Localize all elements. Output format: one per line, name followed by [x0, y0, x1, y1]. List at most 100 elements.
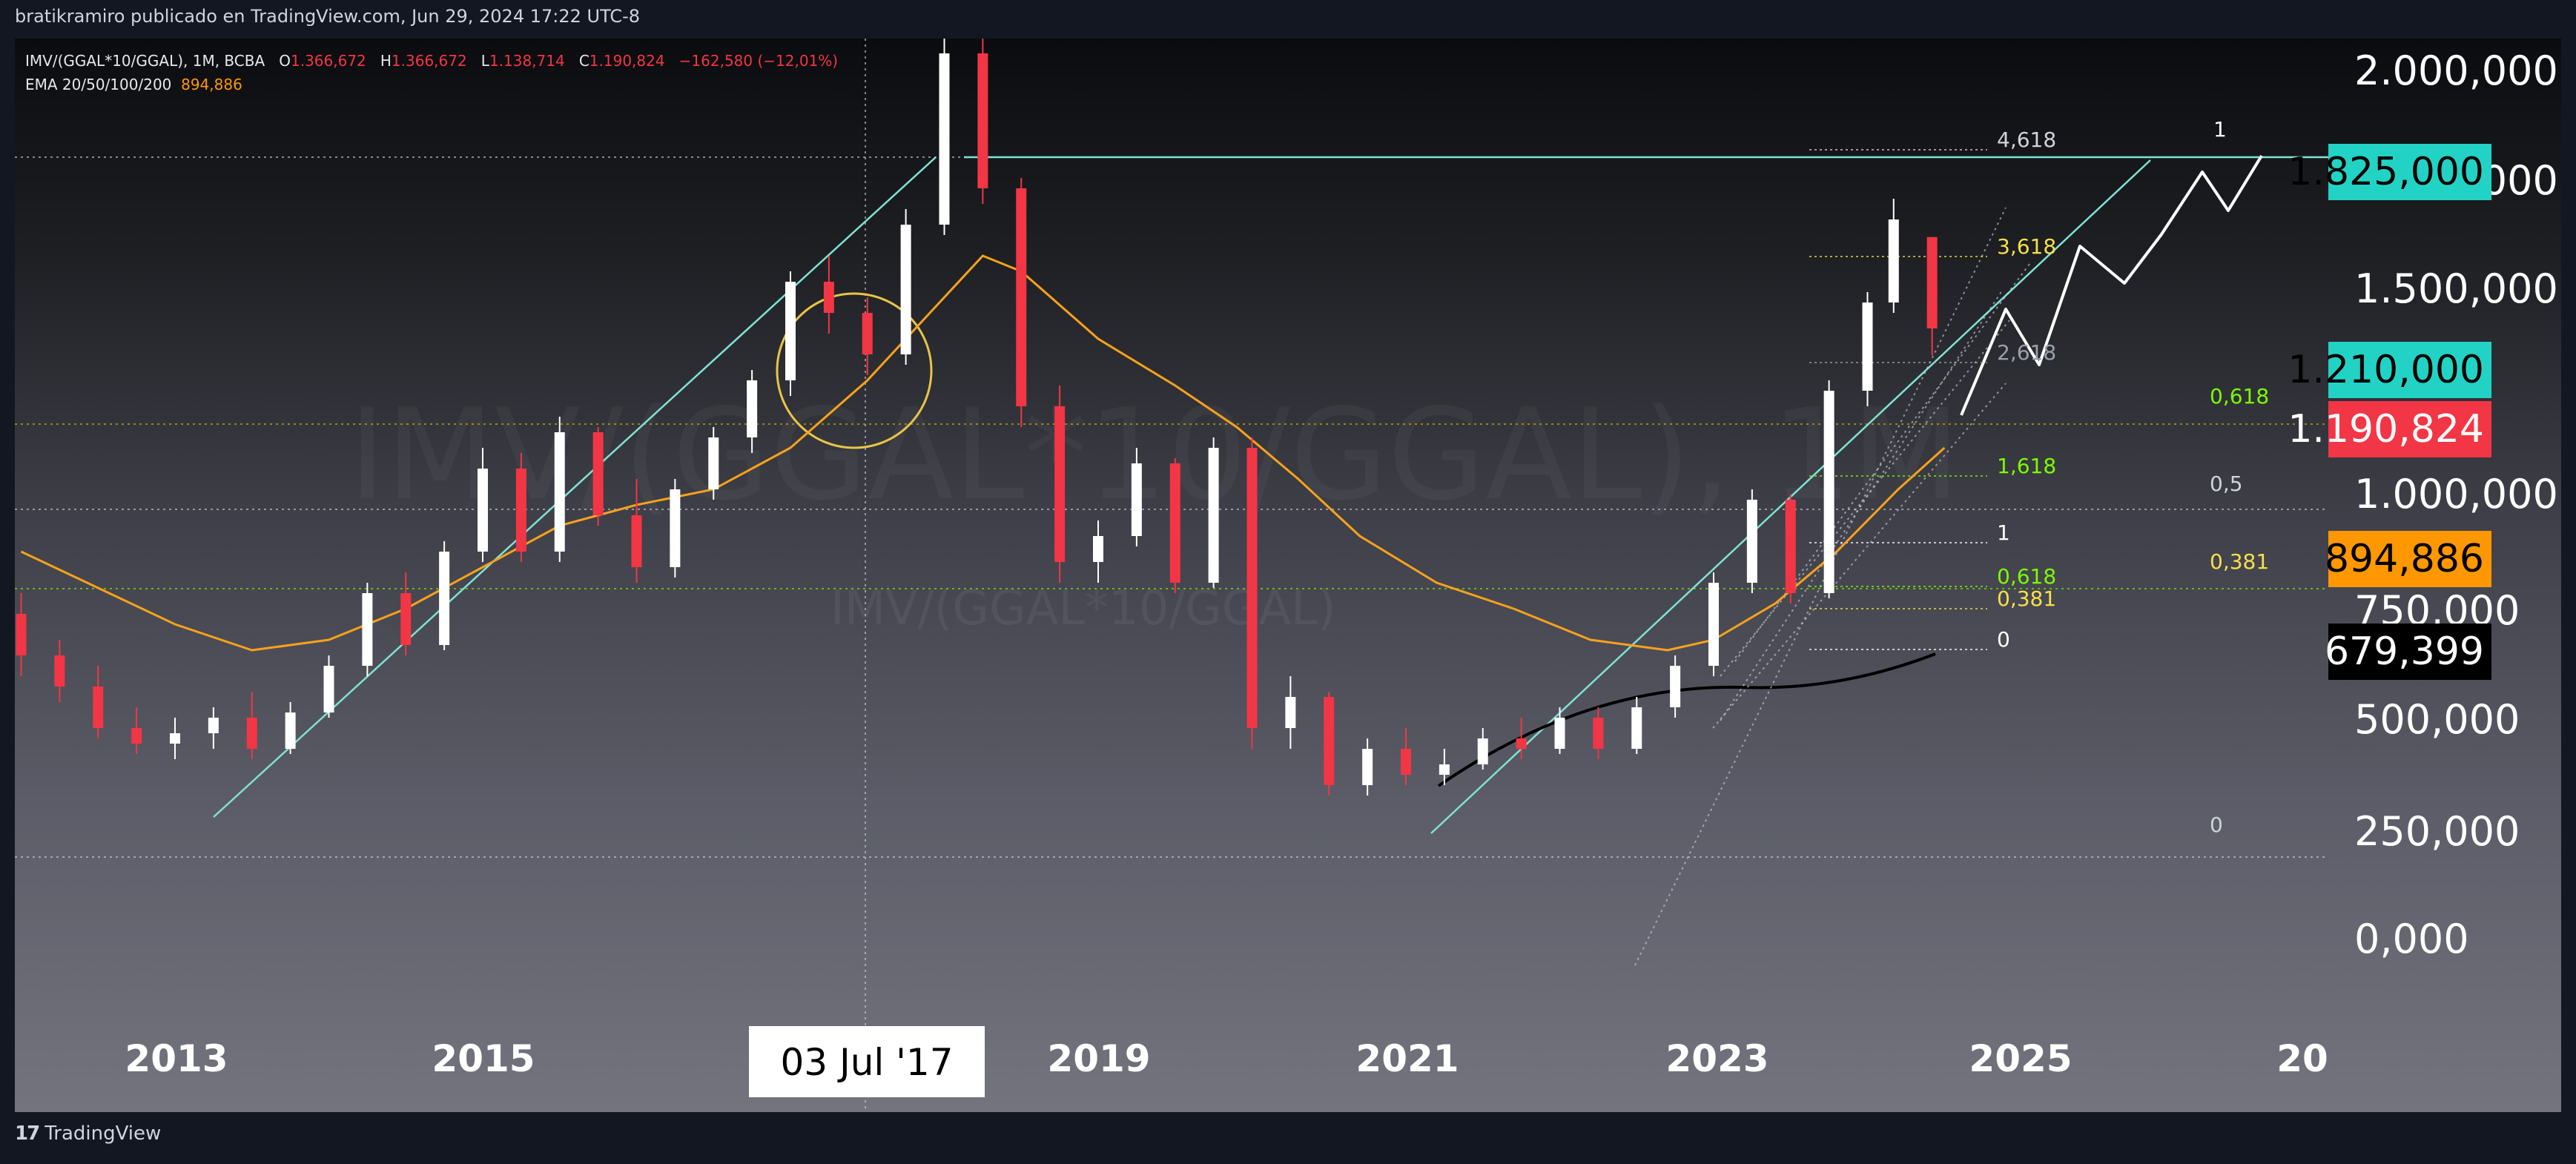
candle-body-26 — [1016, 188, 1027, 406]
candle-body-15 — [592, 432, 604, 515]
candle-body-31 — [1208, 448, 1219, 583]
highlight-circle — [776, 292, 933, 449]
footer-branding: 17 TradingView — [15, 1122, 161, 1145]
candle-body-1 — [54, 655, 65, 687]
candle-body-43 — [1670, 666, 1681, 707]
price-label-text-0: 1.825,000 — [2288, 150, 2484, 194]
candle-body-22 — [862, 313, 873, 354]
fib-right-label-3: 0 — [2210, 813, 2223, 837]
candle-body-3 — [131, 728, 142, 744]
drawing-layer — [213, 149, 2328, 966]
legend-o-value: 1.366,672 — [290, 52, 366, 70]
candle-body-20 — [785, 282, 796, 380]
candle-body-4 — [170, 733, 180, 744]
price-label-box-0 — [2328, 144, 2491, 200]
publish-header: bratikramiro publicado en TradingView.co… — [15, 6, 641, 27]
y-tick-label-1: 250,000 — [2354, 808, 2520, 855]
fib-mid-label-2: 2,618 — [1997, 340, 2056, 365]
x-tick-label-1: 2015 — [432, 1037, 535, 1080]
legend-c-value: 1.190,824 — [589, 52, 665, 70]
fib-mid-label-3: 1,618 — [1997, 454, 2056, 478]
price-label-box-3 — [2328, 531, 2491, 587]
projection-zigzag — [1960, 154, 2263, 416]
fib-right-label-0: 0,618 — [2210, 384, 2269, 409]
fib-mid-label-4: 1 — [1997, 520, 2010, 545]
fib-right-label-2: 0,381 — [2210, 549, 2269, 574]
candle-body-5 — [208, 718, 219, 733]
candle-body-19 — [747, 380, 758, 437]
candle-body-33 — [1285, 697, 1296, 728]
chart-pane[interactable]: IMV/(GGAL*10/GGAL), 1M IMV/(GGAL*10/GGAL… — [15, 39, 2561, 1112]
candle-body-2 — [93, 687, 104, 728]
fib-mid-label-7: 0 — [1997, 627, 2010, 652]
channel-line-1 — [1712, 383, 2007, 729]
axis-labels-layer: 4,6183,6182,6181,61810,6180,38100,6180,5… — [125, 47, 2558, 1097]
candle-body-25 — [977, 53, 988, 188]
projection-end-label: 1 — [2213, 117, 2227, 142]
legend-row-ohlc: IMV/(GGAL*10/GGAL), 1M, BCBA O1.366,672 … — [25, 49, 838, 73]
y-tick-label-7: 2.000,000 — [2354, 47, 2558, 94]
fib-mid-label-5: 0,618 — [1997, 564, 2056, 589]
candle-body-21 — [823, 282, 834, 313]
candle-body-28 — [1093, 536, 1103, 562]
fib-right-label-1: 0,5 — [2210, 472, 2243, 496]
price-label-box-2 — [2328, 401, 2491, 457]
candle-body-12 — [478, 469, 488, 552]
legend-h-label: H — [380, 52, 392, 70]
legend-symbol: IMV/(GGAL*10/GGAL), 1M, BCBA — [25, 52, 265, 70]
price-label-box-1 — [2328, 342, 2491, 398]
candle-body-7 — [285, 712, 296, 749]
x-tick-label-7: 20 — [2276, 1037, 2328, 1080]
y-tick-label-0: 0,000 — [2354, 916, 2469, 962]
candle-body-39 — [1516, 738, 1527, 749]
candle-body-17 — [670, 489, 681, 567]
watermark-symbol: IMV/(GGAL*10/GGAL), 1M — [349, 382, 1960, 529]
candle-body-49 — [1888, 219, 1899, 302]
price-label-box-4 — [2328, 624, 2491, 680]
price-label-text-3: 894,886 — [2325, 537, 2484, 581]
chart-canvas[interactable]: IMV/(GGAL*10/GGAL), 1M IMV/(GGAL*10/GGAL… — [15, 39, 2561, 1112]
price-label-text-1: 1.210,000 — [2288, 348, 2484, 392]
candle-body-29 — [1131, 463, 1142, 536]
y-tick-label-5: 1.500,000 — [2354, 265, 2558, 312]
candle-body-46 — [1785, 500, 1796, 593]
candle-body-50 — [1926, 237, 1938, 328]
x-tick-label-0: 2013 — [125, 1037, 228, 1080]
legend-change: −162,580 (−12,01%) — [678, 52, 839, 70]
fib-mid-label-0: 4,618 — [1997, 128, 2056, 152]
legend-c-label: C — [578, 52, 589, 70]
candle-body-35 — [1362, 749, 1373, 785]
candle-body-23 — [900, 225, 911, 354]
candle-body-42 — [1631, 707, 1642, 749]
x-tick-label-3: 2019 — [1047, 1037, 1150, 1080]
candle-body-8 — [323, 666, 334, 712]
candle-body-0 — [16, 614, 27, 655]
fib-mid-label-1: 3,618 — [1997, 234, 2056, 259]
candle-body-38 — [1477, 738, 1488, 764]
tradingview-logo-icon: 17 — [15, 1122, 40, 1145]
candle-body-16 — [631, 515, 642, 567]
candle-body-37 — [1439, 764, 1450, 775]
crosshair-time-label: 03 Jul '17 — [780, 1041, 953, 1084]
candle-body-40 — [1554, 718, 1565, 749]
candle-body-45 — [1746, 500, 1757, 583]
candle-body-34 — [1324, 697, 1335, 785]
symbol-legend: IMV/(GGAL*10/GGAL), 1M, BCBA O1.366,672 … — [25, 49, 838, 96]
candle-body-18 — [708, 437, 719, 489]
footer-brand-text: TradingView — [44, 1122, 162, 1145]
legend-l-value: 1.138,714 — [489, 52, 565, 70]
legend-o-label: O — [279, 52, 291, 70]
candle-body-9 — [362, 593, 373, 666]
legend-row-ema[interactable]: EMA 20/50/100/200 894,886 — [25, 73, 838, 96]
candle-body-6 — [246, 718, 257, 749]
candle-body-48 — [1862, 302, 1873, 391]
watermark-subtitle: IMV/(GGAL*10/GGAL) — [830, 581, 1336, 636]
legend-h-value: 1.366,672 — [391, 52, 467, 70]
candle-body-10 — [400, 593, 412, 645]
fib-mid-label-6: 0,381 — [1997, 586, 2056, 611]
y-tick-label-4: 1.000,000 — [2354, 471, 2558, 517]
x-tick-label-5: 2023 — [1665, 1037, 1768, 1080]
y-tick-label-2: 500,000 — [2354, 696, 2520, 743]
x-tick-label-6: 2025 — [1969, 1037, 2072, 1080]
legend-l-label: L — [480, 52, 489, 70]
